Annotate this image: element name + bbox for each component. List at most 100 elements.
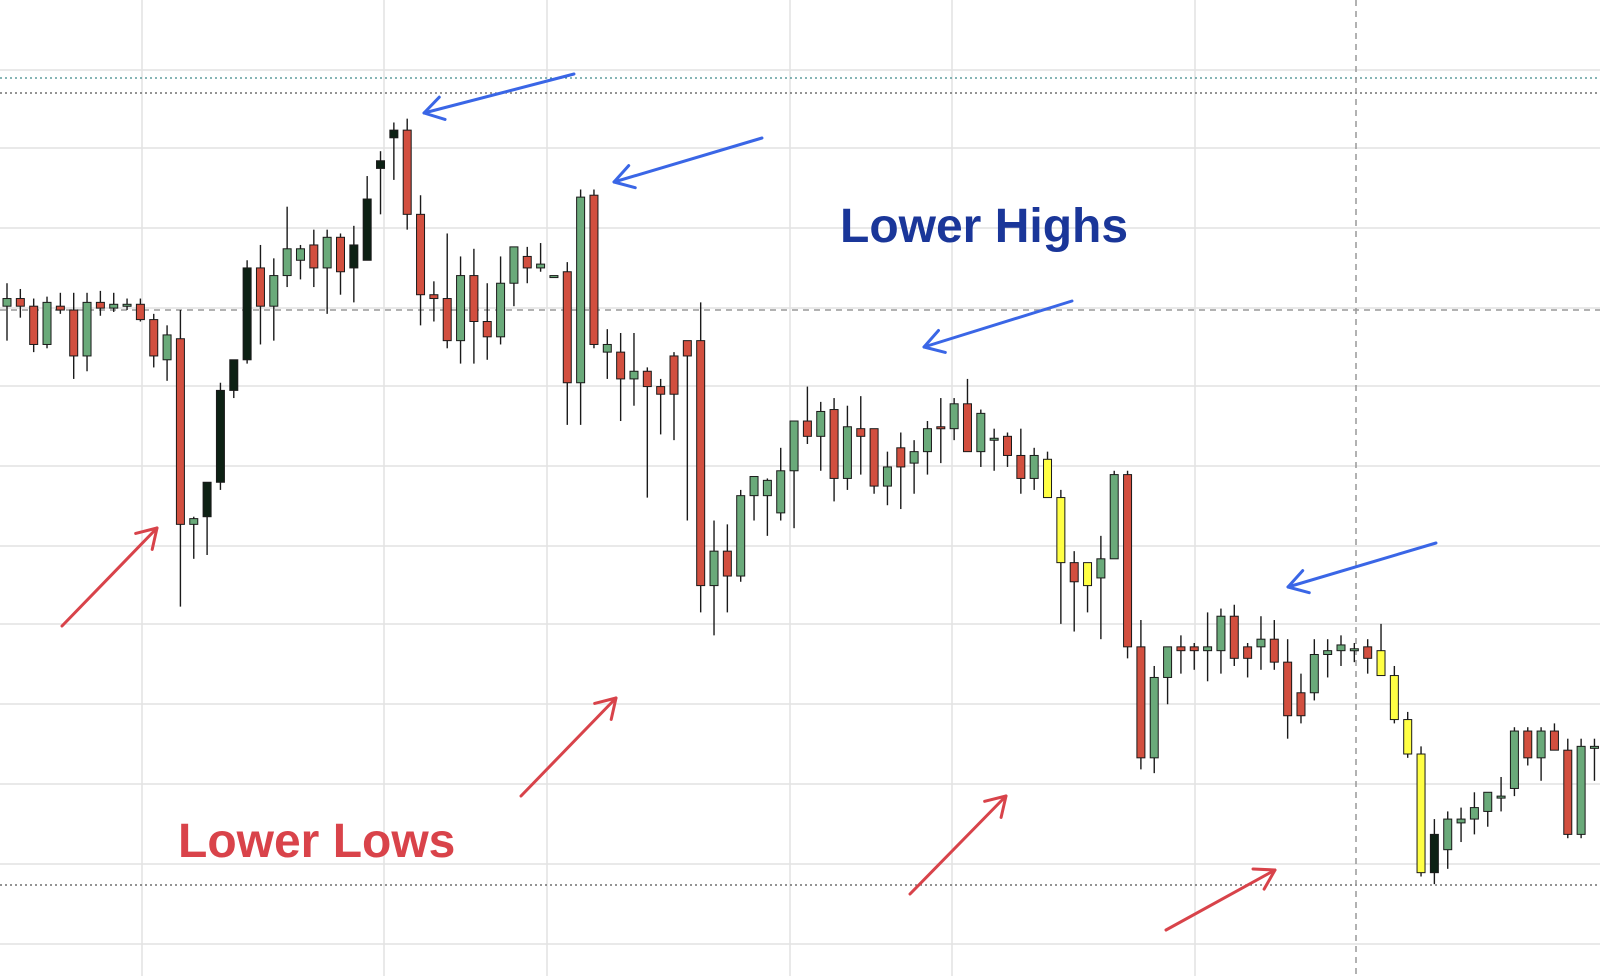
candle-body: [496, 282, 506, 338]
candle-body: [1016, 454, 1026, 479]
candle: [1549, 723, 1559, 751]
candle-body: [882, 466, 892, 487]
candle-body: [802, 420, 812, 437]
candle: [1029, 447, 1039, 490]
candle: [242, 260, 252, 364]
candle-body: [1096, 558, 1106, 579]
lower-highs-label: Lower Highs: [840, 200, 1128, 253]
candle-body: [255, 267, 265, 307]
candle-body: [1069, 562, 1079, 583]
candle: [1256, 616, 1266, 670]
candle-body: [269, 275, 279, 307]
candle: [1523, 727, 1533, 766]
candle-body: [1523, 730, 1533, 759]
candle: [456, 256, 466, 364]
candle: [1589, 738, 1599, 781]
candle-series: [2, 118, 1599, 885]
candle-body: [736, 495, 746, 577]
candle-body: [309, 244, 319, 269]
candle-body: [1189, 646, 1199, 652]
candle-body: [1136, 646, 1146, 759]
candle: [482, 283, 492, 360]
candle-body: [1536, 730, 1546, 759]
lower-lows-label: Lower Lows: [178, 815, 455, 868]
candle-body: [1483, 791, 1493, 812]
candle-body: [55, 305, 65, 311]
candle-body: [1309, 653, 1319, 694]
blue-arrow-shaft: [1286, 541, 1438, 589]
candle-body: [642, 370, 652, 388]
candle-body: [135, 303, 145, 321]
candle-body: [1083, 562, 1093, 587]
candle-body: [682, 340, 692, 357]
candle-body: [1149, 676, 1159, 759]
candle: [389, 122, 399, 180]
candle: [909, 440, 919, 494]
candle: [469, 248, 479, 364]
candle-body: [1456, 818, 1466, 824]
candle-body: [722, 550, 732, 577]
candle: [135, 298, 145, 322]
candle: [1136, 620, 1146, 770]
candle: [549, 275, 559, 279]
red-arrow-head: [593, 696, 618, 721]
candle: [162, 325, 172, 381]
candle: [656, 378, 666, 435]
candle: [282, 206, 292, 288]
candle: [816, 401, 826, 471]
candle-body: [175, 338, 185, 525]
candle-body: [1549, 730, 1559, 751]
candle-body: [82, 301, 92, 357]
blue-arrow-head: [1286, 569, 1311, 595]
candle: [1083, 562, 1093, 613]
candle: [789, 420, 799, 529]
candle: [736, 489, 746, 582]
candle-body: [1469, 807, 1479, 820]
candle: [1496, 776, 1506, 812]
candle: [349, 225, 359, 303]
candle: [896, 432, 906, 510]
red-arrow-head: [983, 794, 1008, 819]
candle: [1016, 428, 1026, 494]
candle-body: [202, 481, 212, 518]
candle: [589, 189, 599, 349]
candle: [1509, 727, 1519, 797]
annotation-arrows: [60, 72, 1438, 932]
candle-body: [1563, 749, 1573, 835]
candle: [362, 176, 372, 261]
candle-body: [1283, 661, 1293, 717]
red-arrow-head: [1251, 867, 1277, 891]
candle-body: [42, 301, 52, 345]
candle: [1003, 432, 1012, 467]
candle: [229, 359, 239, 399]
candle-body: [549, 275, 559, 279]
candle: [402, 118, 412, 230]
candle: [989, 428, 999, 471]
candle: [1323, 639, 1333, 678]
candle-body: [162, 334, 172, 361]
candle-body: [962, 403, 972, 453]
candle: [1269, 620, 1279, 670]
candle-body: [189, 518, 199, 525]
candle-body: [469, 275, 479, 323]
candle-body: [416, 213, 426, 296]
candle: [496, 256, 506, 345]
candle: [936, 398, 946, 464]
candle: [1243, 643, 1253, 678]
candle-body: [1163, 646, 1173, 678]
candle-body: [1056, 497, 1066, 564]
candle-body: [1229, 615, 1239, 659]
candle-body: [589, 194, 599, 345]
candle: [1149, 665, 1159, 774]
candle: [1416, 746, 1426, 877]
blue-arrow-shaft: [612, 136, 764, 184]
candle-body: [442, 298, 452, 342]
candle: [1336, 635, 1346, 666]
candle-body: [149, 319, 159, 357]
candle-body: [522, 255, 532, 269]
candle-body: [1216, 615, 1226, 652]
candle-body: [576, 196, 586, 384]
